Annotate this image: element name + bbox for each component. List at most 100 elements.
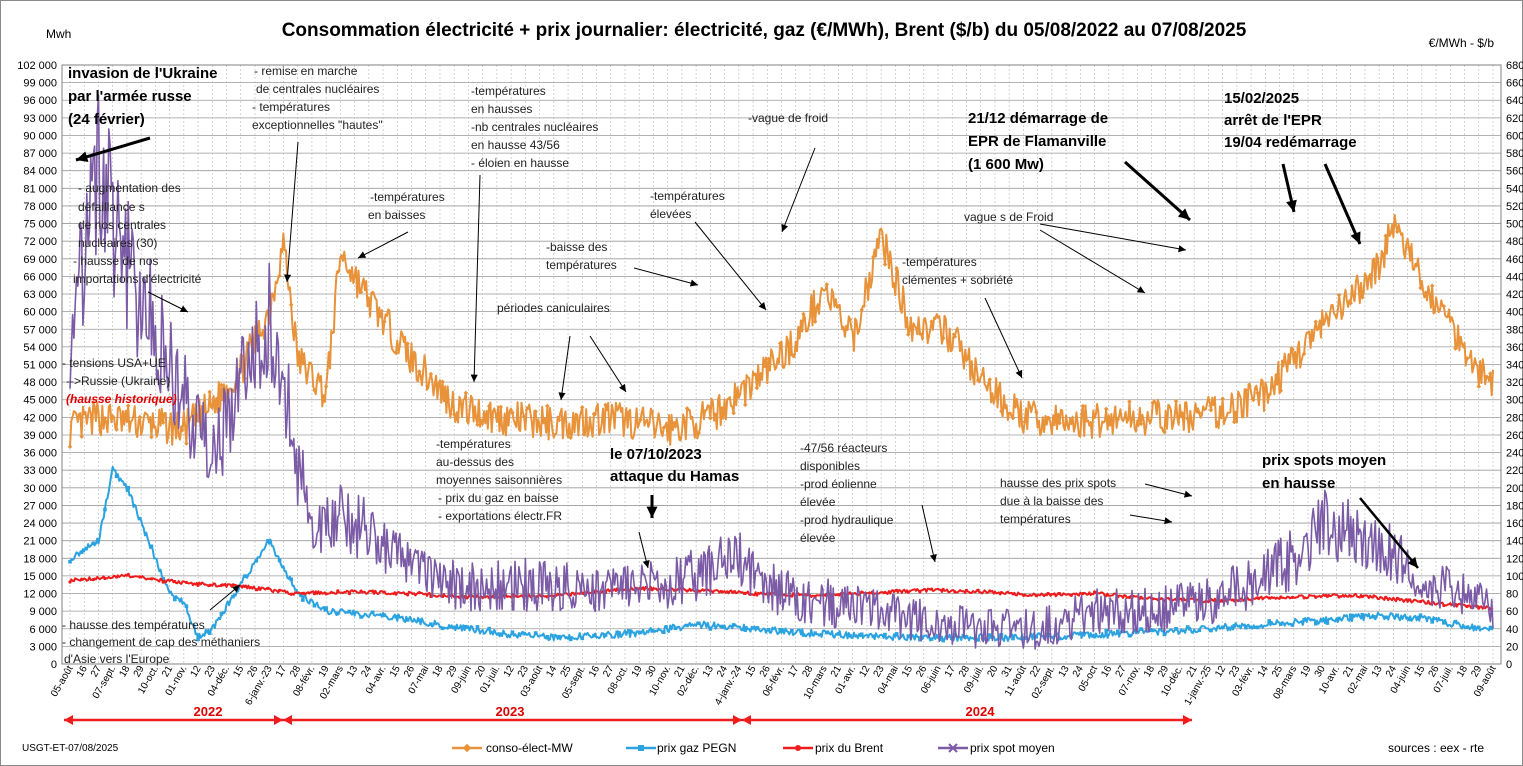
series-point [1209, 628, 1213, 633]
series-point [848, 633, 852, 638]
series-point [359, 589, 363, 593]
x-tick-label: 29 [132, 664, 147, 680]
tb-line-1: -températures [370, 190, 445, 204]
re-line-2: disponibles [800, 459, 860, 473]
x-tick-label: 16 [1099, 664, 1114, 680]
series-point [649, 409, 655, 415]
series-point [557, 634, 561, 639]
series-point [266, 539, 270, 543]
th-line-3: -nb centrales nucléaires [471, 120, 598, 134]
left-tick-label: 99 000 [23, 78, 57, 90]
x-tick-label: 26 [914, 664, 929, 680]
x-tick-label: 15 [231, 664, 246, 680]
series-point [1266, 392, 1272, 398]
series-point [720, 624, 724, 629]
annotation-temp-hausses: -températures en hausses -nb centrales n… [471, 84, 598, 170]
x-tick-label: 19 [317, 664, 332, 680]
series-point [638, 630, 643, 635]
re-line-1: -47/56 réacteurs [800, 441, 887, 455]
series-point [1395, 229, 1400, 235]
timeline-arrowhead [742, 715, 751, 725]
series-point [882, 262, 888, 267]
timeline-arrowhead [283, 715, 292, 725]
series-point [394, 614, 398, 619]
remise-line-4: exceptionnelles "hautes" [252, 118, 383, 132]
left-tick-label: 0 [51, 659, 57, 671]
arrow-head [646, 506, 658, 518]
series-point [1139, 595, 1143, 599]
series-point [1384, 595, 1388, 600]
series-point [545, 403, 550, 409]
td-line-3: moyennes saisonnières [436, 473, 562, 487]
series-point [266, 586, 270, 590]
right-tick-label: 40 [1506, 624, 1518, 636]
arrow-line [473, 174, 481, 383]
series-point [1290, 595, 1295, 600]
series-point [755, 593, 759, 597]
ht-line-3: d'Asie vers l'Europe [64, 652, 170, 666]
ukraine-line-1: invasion de l'Ukraine [68, 65, 217, 82]
arrow-head [1286, 199, 1297, 212]
series-point [1290, 623, 1295, 627]
series-point [1418, 600, 1423, 604]
right-tick-label: 500 [1506, 219, 1523, 231]
series-point [522, 631, 526, 636]
series-point [324, 592, 328, 596]
series-point [1057, 420, 1062, 426]
left-tick-label: 72 000 [23, 236, 57, 248]
left-axis-ticks: 0 3 000 6 000 9 000 12 000 15 000 18 000 21 000… [17, 60, 57, 671]
series-point [207, 631, 212, 635]
x-tick-label: 13 [1057, 664, 1072, 680]
series-point [929, 319, 934, 324]
series-point [755, 626, 759, 630]
series-point [1279, 595, 1283, 599]
annotations: invasion de l'Ukraine par l'armée russe … [62, 64, 1386, 666]
th-line-1: -températures [471, 84, 546, 98]
series-point [1139, 627, 1143, 631]
right-tick-label: 280 [1506, 412, 1523, 424]
year-2023: 2023 [496, 704, 525, 719]
x-tick-label: 20 [473, 664, 488, 680]
series-point [1057, 636, 1062, 641]
x-tick-label: 30 [644, 664, 659, 680]
series-point [1407, 617, 1411, 622]
series-point [918, 590, 922, 594]
td-line-2: au-dessus des [436, 455, 514, 469]
series-point [393, 350, 399, 356]
hs-line-3: températures [1000, 512, 1071, 526]
x-tick-label: 21 [1185, 664, 1200, 680]
series-point [929, 637, 934, 641]
right-tick-label: 160 [1506, 518, 1523, 530]
series-point [371, 589, 375, 593]
series-point [1069, 420, 1074, 426]
series-point [91, 541, 96, 546]
annotation-tensions: - tensions USA+UE -->Russie (Ukraine) (h… [62, 356, 177, 406]
arrow-line [1359, 497, 1419, 569]
series-point [405, 341, 410, 346]
annotation-temp-elevees: -températures élevées [650, 189, 725, 221]
series-point [1220, 625, 1225, 630]
x-tick-label: 12 [502, 664, 517, 680]
series-point [103, 507, 107, 512]
series-point [138, 516, 142, 521]
series-point [1081, 592, 1085, 596]
arrow-line [781, 147, 816, 233]
series-point [428, 371, 434, 377]
series-point [184, 441, 189, 446]
series-point [777, 341, 783, 346]
series-point [1465, 604, 1469, 609]
tensions-line-1: - tensions USA+UE [62, 356, 166, 370]
x-tick-label: 18 [1142, 664, 1157, 680]
series-point [114, 474, 119, 479]
series-point [231, 594, 235, 599]
series-point [429, 622, 433, 626]
series-point [219, 583, 223, 587]
series-point [277, 558, 282, 563]
series-point [673, 424, 678, 429]
remise-line-1: - remise en marche [254, 64, 358, 78]
x-tick-label: 16 [75, 664, 90, 680]
series-point [614, 407, 620, 412]
series-point [940, 335, 946, 341]
series-point [347, 609, 352, 614]
right-tick-label: 100 [1506, 571, 1523, 583]
